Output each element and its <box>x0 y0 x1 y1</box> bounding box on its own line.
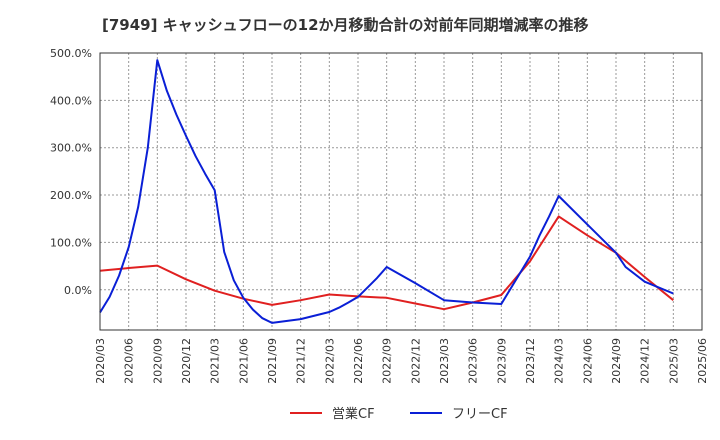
x-tick-label: 2024/06 <box>581 338 594 384</box>
y-tick-label: 100.0% <box>50 236 92 249</box>
series-lines <box>99 59 674 324</box>
y-tick-label: 200.0% <box>50 189 92 202</box>
chart-title: [7949] キャッシュフローの12か月移動合計の対前年同期増減率の推移 <box>102 16 589 34</box>
plot-frame <box>99 52 703 331</box>
x-tick-label: 2025/03 <box>667 338 680 384</box>
x-tick-label: 2024/09 <box>610 338 623 384</box>
series-line-operating-cf <box>99 215 674 311</box>
x-tick-label: 2021/03 <box>209 338 222 384</box>
x-tick-label: 2022/03 <box>323 338 336 384</box>
x-tick-label: 2021/12 <box>295 338 308 384</box>
legend-label-free-cf: フリーCF <box>452 407 508 422</box>
y-tick-label: 400.0% <box>50 94 92 107</box>
legend: 営業CF フリーCF <box>290 406 508 422</box>
x-tick-label: 2020/03 <box>94 338 107 384</box>
x-tick-label: 2020/06 <box>123 338 136 384</box>
x-tick-label: 2021/06 <box>237 338 250 384</box>
x-tick-label: 2025/06 <box>696 338 709 384</box>
x-tick-label: 2024/12 <box>639 338 652 384</box>
x-tick-label: 2023/03 <box>438 338 451 384</box>
y-tick-label: 500.0% <box>50 47 92 60</box>
x-tick-label: 2023/06 <box>467 338 480 384</box>
x-tick-label: 2024/03 <box>553 338 566 384</box>
grid-lines <box>99 52 703 330</box>
series-line-free-cf <box>99 59 674 324</box>
x-tick-label: 2022/12 <box>409 338 422 384</box>
x-tick-label: 2023/09 <box>495 338 508 384</box>
x-tick-label: 2022/09 <box>381 338 394 384</box>
y-tick-label: 0.0% <box>64 284 92 297</box>
x-tick-label: 2021/09 <box>266 338 279 384</box>
x-tick-label: 2020/12 <box>180 338 193 384</box>
y-tick-label: 300.0% <box>50 142 92 155</box>
x-tick-label: 2022/06 <box>352 338 365 384</box>
legend-label-operating-cf: 営業CF <box>332 406 375 422</box>
x-tick-label: 2020/09 <box>151 338 164 384</box>
x-axis-ticks: 2020/03 2020/06 2020/09 2020/12 2021/03 2021/… <box>94 338 709 384</box>
x-tick-label: 2023/12 <box>524 338 537 384</box>
y-axis-ticks: 500.0% 400.0% 300.0% 200.0% 100.0% 0.0% <box>50 47 92 297</box>
